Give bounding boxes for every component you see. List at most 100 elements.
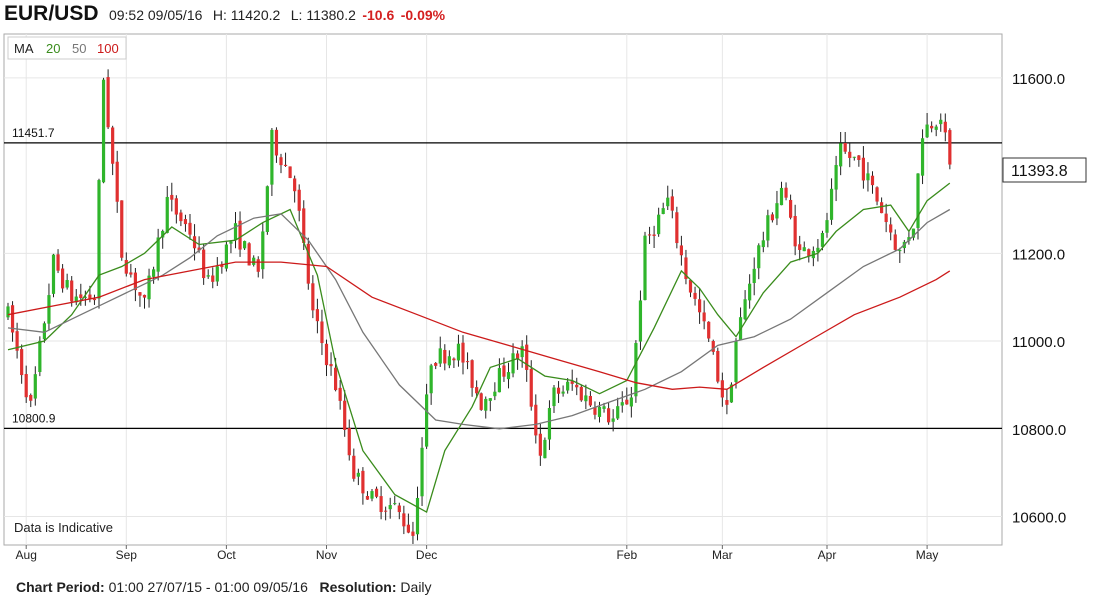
candle-up: [820, 232, 825, 247]
candle-down: [197, 247, 201, 251]
candle-down: [334, 367, 338, 391]
candle-down: [465, 361, 470, 363]
candle-down: [534, 404, 538, 436]
candle-up: [643, 235, 647, 301]
candle-down: [848, 151, 852, 158]
candle-up: [488, 398, 492, 401]
candle-down: [943, 121, 947, 133]
price-chart[interactable]: 11451.7 10800.9 11600.0 11200.0 11000.0 1080…: [0, 0, 1097, 575]
resolution-value: Daily: [400, 579, 432, 595]
candle-down: [607, 408, 611, 423]
candle-down: [279, 157, 283, 166]
last-price-box: 11393.8: [1002, 157, 1087, 183]
y-tick-label: 10600.0: [1012, 509, 1066, 526]
candle-down: [211, 275, 215, 282]
candle-down: [538, 433, 542, 456]
candle-up: [866, 173, 870, 181]
candle-up: [939, 119, 943, 125]
candle-down: [525, 344, 529, 370]
candle-down: [306, 243, 310, 284]
candle-up: [779, 187, 784, 206]
last-price-value: 11393.8: [1011, 163, 1068, 180]
candle-up: [616, 406, 620, 419]
candle-up: [233, 223, 238, 240]
candle-down: [693, 292, 697, 299]
candle-up: [839, 143, 843, 167]
candle-down: [679, 245, 683, 256]
candle-up: [147, 275, 151, 300]
candle-down: [374, 488, 379, 497]
candle-down: [24, 374, 28, 398]
candle-down: [529, 368, 533, 407]
candle-up: [916, 173, 920, 228]
candle-down: [688, 280, 693, 293]
candle-up: [566, 381, 570, 391]
candle-down: [115, 161, 119, 202]
candle-down: [880, 202, 884, 214]
candle-up: [101, 79, 106, 183]
candle-up: [438, 348, 442, 364]
candle-down: [652, 234, 656, 236]
x-tick-label: Mar: [712, 548, 733, 562]
chart-header: EUR/USD 09:52 09/05/16 H: 11420.2 L: 113…: [4, 2, 445, 28]
candle-up: [898, 250, 902, 252]
candle-up: [634, 343, 638, 397]
candle-down: [320, 321, 324, 344]
candle-up: [761, 240, 765, 248]
candle-down: [220, 265, 224, 268]
candle-down: [434, 363, 438, 366]
candle-down: [397, 505, 401, 513]
ma-legend-box: [7, 36, 127, 60]
candle-down: [452, 358, 456, 361]
candle-down: [293, 178, 297, 192]
candle-down: [784, 187, 788, 198]
ma50-legend: 50: [72, 41, 86, 56]
candle-down: [315, 309, 319, 322]
candle-up: [597, 406, 602, 417]
candle-up: [506, 372, 511, 380]
candle-down: [311, 283, 315, 311]
candle-up: [829, 188, 834, 220]
candle-down: [92, 298, 97, 301]
candle-up: [729, 384, 734, 403]
candle-down: [106, 77, 110, 128]
candle-up: [420, 447, 424, 497]
resolution-label: Resolution:: [319, 579, 397, 595]
candle-up: [156, 237, 160, 272]
candle-down: [283, 164, 288, 166]
x-tick-label: Feb: [616, 548, 637, 562]
candle-up: [215, 266, 219, 282]
candle-up: [520, 346, 524, 358]
candle-up: [834, 165, 838, 190]
candle-up: [629, 397, 633, 407]
candle-down: [402, 513, 406, 527]
candle-up: [51, 254, 56, 294]
candle-down: [274, 129, 279, 156]
candle-down: [516, 353, 520, 360]
candle-up: [602, 406, 606, 409]
candle-down: [725, 400, 729, 405]
change-value: -10.6: [362, 7, 395, 23]
candle-down: [129, 272, 133, 275]
candle-up: [388, 505, 392, 510]
candle-down: [789, 199, 793, 218]
candle-down: [684, 257, 688, 280]
period-value: 01:00 27/07/15 - 01:00 09/05/16: [108, 579, 308, 595]
candle-up: [802, 247, 806, 252]
candle-down: [870, 175, 875, 186]
candle-up: [429, 365, 433, 394]
candle-down: [70, 280, 74, 302]
candle-up: [493, 391, 497, 397]
ma20-legend: 20: [46, 41, 60, 56]
candle-up: [775, 203, 779, 219]
candle-down: [893, 234, 897, 250]
candle-up: [547, 407, 552, 440]
candle-down: [179, 212, 183, 222]
candle-down: [384, 510, 388, 512]
candle-down: [174, 198, 178, 215]
candle-down: [702, 312, 706, 322]
candle-down: [338, 387, 342, 401]
candle-up: [83, 296, 87, 298]
candle-down: [120, 200, 124, 258]
plot-area: [3, 33, 1003, 546]
